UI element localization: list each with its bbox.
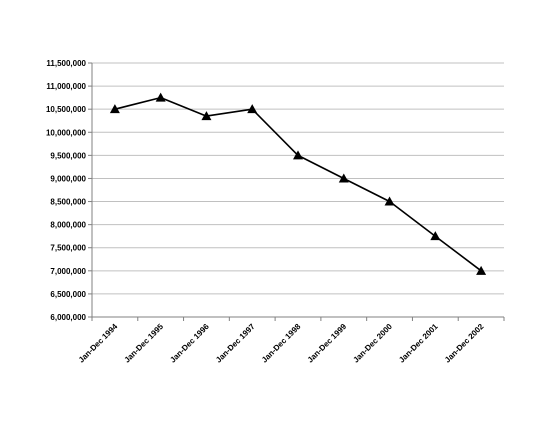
y-tick-label: 6,000,000 bbox=[50, 313, 86, 322]
y-tick-label: 6,500,000 bbox=[50, 290, 86, 299]
y-tick-label: 8,000,000 bbox=[50, 221, 86, 230]
data-point-marker bbox=[247, 104, 258, 114]
x-tick-label: Jan-Dec 2000 bbox=[351, 322, 394, 365]
y-tick-labels: 6,000,000 6,500,000 7,000,000 7,500,000 8,00… bbox=[46, 59, 87, 322]
data-point-marker bbox=[338, 173, 349, 183]
y-tick-label: 11,500,000 bbox=[46, 59, 86, 68]
y-tick-label: 9,500,000 bbox=[50, 151, 86, 160]
data-point-marker bbox=[155, 92, 166, 102]
x-tick-label: Jan-Dec 1994 bbox=[77, 322, 120, 365]
y-tick-label: 11,000,000 bbox=[46, 82, 86, 91]
data-point-marker bbox=[430, 231, 441, 241]
x-tick-label: Jan-Dec 1995 bbox=[123, 322, 166, 365]
x-tick-labels: Jan-Dec 1994 Jan-Dec 1995 Jan-Dec 1996 Jan-… bbox=[77, 322, 486, 365]
x-tick-label: Jan-Dec 2001 bbox=[397, 322, 440, 365]
data-series bbox=[109, 92, 487, 275]
y-tick-label: 10,000,000 bbox=[46, 128, 87, 137]
y-tick-label: 7,500,000 bbox=[50, 244, 86, 253]
y-tick-label: 10,500,000 bbox=[46, 105, 87, 114]
gridlines bbox=[92, 62, 504, 295]
y-tick-label: 9,000,000 bbox=[50, 174, 86, 183]
data-point-marker bbox=[109, 104, 120, 114]
data-point-marker bbox=[384, 196, 395, 206]
y-tick-label: 8,500,000 bbox=[50, 198, 86, 207]
x-tick-label: Jan-Dec 1997 bbox=[214, 322, 257, 365]
y-tick-label: 7,000,000 bbox=[50, 267, 86, 276]
axes bbox=[88, 62, 505, 321]
x-tick-label: Jan-Dec 2002 bbox=[443, 322, 486, 365]
data-point-marker bbox=[201, 111, 212, 121]
data-point-marker bbox=[293, 150, 303, 160]
series-line bbox=[114, 96, 482, 272]
data-point-marker bbox=[476, 265, 487, 275]
x-tick-label: Jan-Dec 1996 bbox=[168, 322, 211, 365]
x-tick-label: Jan-Dec 1998 bbox=[260, 322, 303, 365]
x-tick-label: Jan-Dec 1999 bbox=[306, 322, 349, 365]
